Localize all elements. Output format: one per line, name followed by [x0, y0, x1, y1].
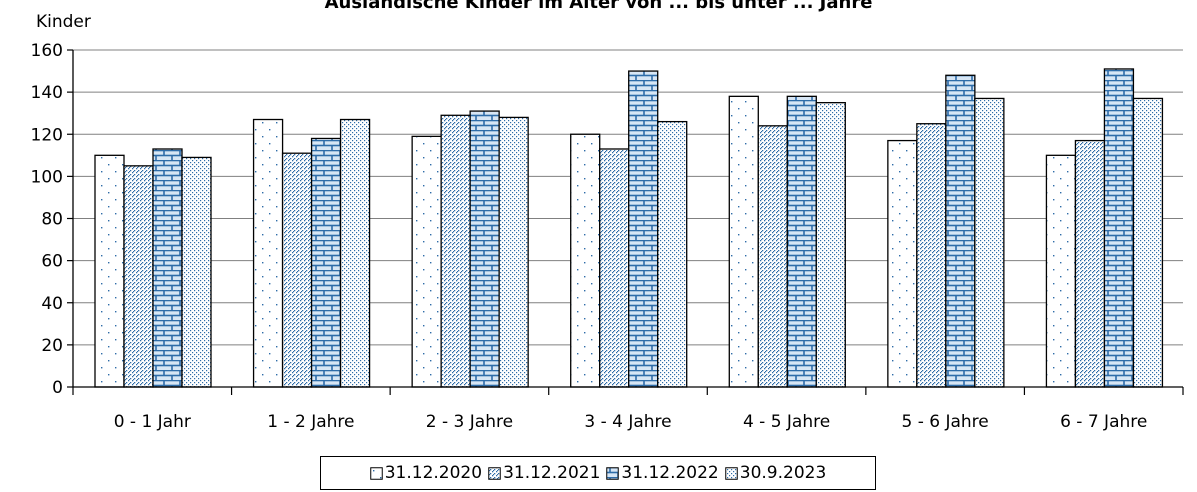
bar	[440, 114, 471, 388]
y-tick-label: 120	[31, 125, 63, 145]
bar	[945, 74, 976, 388]
y-axis-label: Kinder	[36, 12, 91, 32]
bar	[1132, 97, 1164, 388]
y-tick-label: 100	[31, 167, 63, 187]
bar	[728, 95, 759, 388]
bar	[411, 135, 442, 388]
bar-chart: 0 20 40 60 80 100 120 140 160 0 - 1 Jahr 1 - 2 Ja…	[31, 41, 1184, 432]
bar	[786, 95, 817, 388]
y-tick-label: 80	[41, 210, 63, 230]
bar	[916, 123, 947, 388]
bar	[570, 133, 601, 388]
legend-swatch	[606, 466, 620, 480]
y-tick-label: 20	[41, 336, 63, 356]
bar	[94, 154, 125, 388]
x-tick-label: 6 - 7 Jahre	[1060, 412, 1147, 432]
bar	[887, 139, 918, 388]
y-tick-label: 160	[31, 41, 63, 61]
legend: 31.12.2020 31.12.2021 31.12.2022 30.9.2023	[320, 456, 876, 490]
x-tick-label: 2 - 3 Jahre	[426, 412, 513, 432]
bars	[94, 68, 1164, 388]
bar	[310, 137, 342, 388]
bar	[1074, 139, 1106, 388]
legend-swatch	[369, 466, 383, 480]
bar	[628, 70, 659, 388]
legend-item: 31.12.2022	[606, 463, 719, 483]
y-axis-ticks: 0 20 40 60 80 100 120 140 160	[31, 41, 73, 398]
x-tick-label: 5 - 6 Jahre	[902, 412, 989, 432]
y-tick-label: 40	[41, 294, 63, 314]
bar	[469, 110, 500, 388]
x-tick-label: 1 - 2 Jahre	[267, 412, 354, 432]
x-tick-label: 3 - 4 Jahre	[584, 412, 671, 432]
y-tick-label: 60	[41, 252, 63, 272]
legend-swatch	[488, 466, 501, 480]
bar	[123, 165, 154, 388]
bar	[181, 156, 212, 388]
x-axis-ticks: 0 - 1 Jahr 1 - 2 Jahre 2 - 3 Jahre 3 - 4 Ja…	[72, 387, 1184, 432]
bar	[815, 102, 846, 388]
x-tick-label: 4 - 5 Jahre	[743, 412, 830, 432]
bar	[757, 125, 788, 388]
axes	[72, 50, 1183, 388]
bar	[599, 148, 630, 388]
bar	[974, 97, 1005, 388]
bar	[1103, 68, 1135, 388]
chart-title: Ausländische Kinder im Alter von ... bis…	[324, 0, 873, 13]
y-tick-label: 140	[31, 83, 63, 103]
bar	[252, 118, 284, 388]
bar	[281, 152, 313, 388]
legend-swatch	[725, 466, 738, 480]
bar	[1045, 154, 1077, 388]
legend-item: 30.9.2023	[725, 463, 827, 483]
legend-label: 31.12.2022	[621, 463, 719, 483]
legend-label: 31.12.2020	[384, 463, 483, 483]
bar	[152, 148, 183, 388]
legend-label: 30.9.2023	[739, 463, 827, 483]
legend-label: 31.12.2021	[503, 463, 601, 483]
bar	[498, 116, 529, 388]
x-tick-label: 0 - 1 Jahr	[114, 412, 191, 432]
y-tick-label: 0	[52, 378, 63, 398]
legend-item: 31.12.2020	[369, 463, 483, 483]
legend-item: 31.12.2021	[488, 463, 600, 483]
bar	[339, 118, 371, 388]
bar	[657, 120, 688, 388]
